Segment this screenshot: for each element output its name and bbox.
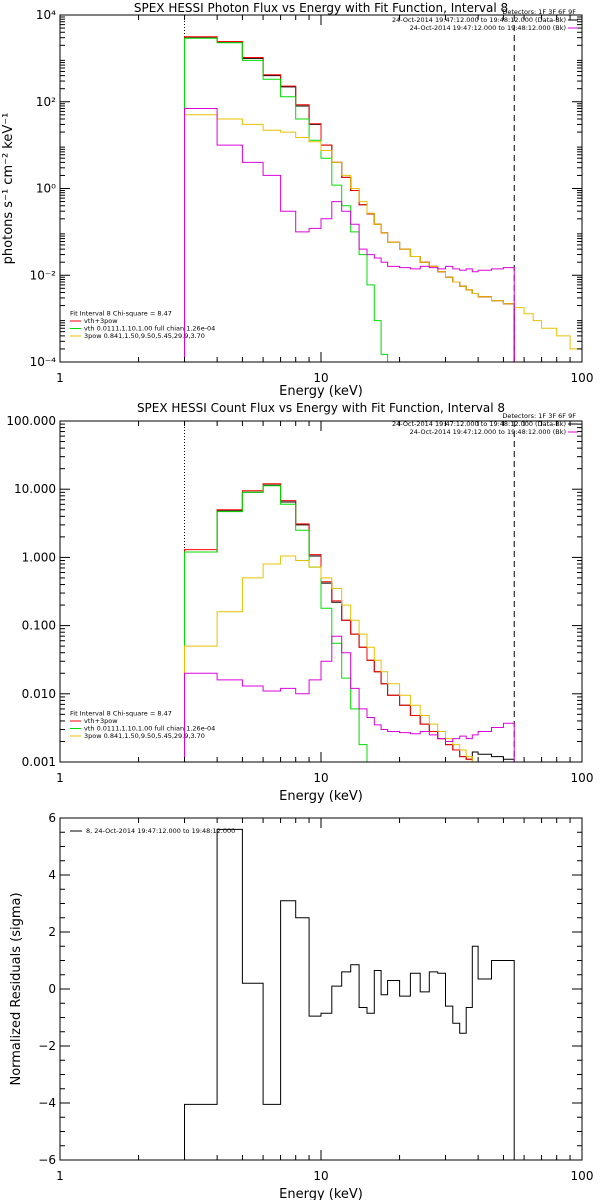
series-total bbox=[184, 484, 515, 762]
x-tick-label: 10 bbox=[313, 771, 328, 785]
y-tick-label: 10⁻² bbox=[30, 268, 57, 282]
y-tick-label: 100.000 bbox=[6, 414, 56, 428]
y-tick-label: 10⁴ bbox=[36, 8, 56, 22]
x-tick-label: 100 bbox=[571, 371, 594, 385]
y-tick-label: 10⁻⁴ bbox=[30, 355, 57, 369]
photon-flux-panel: SPEX HESSI Photon Flux vs Energy with Fi… bbox=[1, 1, 593, 399]
y-tick-label: 4 bbox=[48, 868, 56, 882]
legend-fit-entry: Fit Interval 8 Chi-square = 8.47 bbox=[70, 310, 172, 318]
legend-detectors-entry: Detectors: 1F 3F 6F 9F bbox=[502, 412, 576, 420]
series-sum_fit bbox=[184, 483, 473, 762]
x-tick-label: 1 bbox=[56, 371, 64, 385]
chart-title: SPEX HESSI Count Flux vs Energy with Fit… bbox=[137, 401, 505, 415]
legend-fit-entry: 3pow 0.841,1.50,9.50,5.45,29.9,3.70 bbox=[84, 732, 205, 740]
series-background bbox=[184, 635, 515, 762]
legend-fit-entry: Fit Interval 8 Chi-square = 8.47 bbox=[70, 710, 172, 718]
y-tick-label: 0.100 bbox=[22, 619, 56, 633]
x-tick-label: 1 bbox=[56, 1169, 64, 1183]
y-tick-label: 6 bbox=[48, 811, 56, 825]
y-tick-label: 10⁰ bbox=[36, 182, 56, 196]
axes-frame bbox=[59, 817, 583, 1161]
count-flux-panel: SPEX HESSI Count Flux vs Energy with Fit… bbox=[6, 401, 593, 804]
legend-fit-entry: vth+3pow bbox=[84, 317, 118, 325]
y-axis-label: photons s⁻¹ cm⁻² keV⁻¹ bbox=[1, 113, 16, 265]
legend-interval-entry: 8, 24-Oct-2014 19:47:12.000 to 19:48:12.… bbox=[86, 827, 235, 835]
x-tick-label: 100 bbox=[571, 771, 594, 785]
x-axis-label: Energy (keV) bbox=[279, 789, 363, 804]
legend-fit-entry: 3pow 0.841,1.50,9.50,5.45,29.9,3.70 bbox=[84, 332, 205, 340]
x-tick-label: 10 bbox=[313, 1169, 328, 1183]
y-tick-label: 0 bbox=[48, 982, 56, 996]
y-tick-label: 10² bbox=[36, 95, 56, 109]
y-tick-label: −4 bbox=[38, 1096, 56, 1110]
y-tick-label: 0.001 bbox=[22, 755, 56, 769]
series-total bbox=[184, 37, 515, 362]
legend-fit-entry: vth 0.0111,1.10,1.00 full chian 1.26e-04 bbox=[84, 325, 215, 333]
y-tick-label: −2 bbox=[38, 1039, 56, 1053]
x-tick-label: 10 bbox=[313, 371, 328, 385]
y-tick-label: 10.000 bbox=[14, 482, 56, 496]
series-background bbox=[184, 108, 515, 362]
x-axis-label: Energy (keV) bbox=[279, 1187, 363, 1200]
y-tick-label: −6 bbox=[38, 1153, 56, 1167]
series-thermal bbox=[184, 485, 368, 762]
series-residuals bbox=[184, 828, 515, 1160]
y-tick-label: 2 bbox=[48, 925, 56, 939]
series-powerlaw bbox=[184, 114, 582, 362]
legend-detectors-entry: 24-Oct-2014 19:47:12.000 to 19:48:12.000… bbox=[392, 420, 566, 428]
legend-detectors-entry: Detectors: 1F 3F 6F 9F bbox=[502, 8, 576, 16]
y-axis-label: Normalized Residuals (sigma) bbox=[9, 892, 24, 1085]
y-tick-label: 0.010 bbox=[22, 687, 56, 701]
chart-title: SPEX HESSI Photon Flux vs Energy with Fi… bbox=[134, 1, 508, 15]
legend-fit-entry: vth 0.0111,1.10,1.00 full chian 1.26e-04 bbox=[84, 725, 215, 733]
legend-detectors-entry: 24-Oct-2014 19:47:12.000 to 19:48:12.000… bbox=[410, 428, 566, 436]
x-axis-label: Energy (keV) bbox=[279, 384, 363, 399]
x-tick-label: 1 bbox=[56, 771, 64, 785]
y-tick-label: 1.000 bbox=[22, 550, 56, 564]
series-powerlaw bbox=[184, 555, 479, 762]
x-tick-label: 100 bbox=[571, 1169, 594, 1183]
series-thermal bbox=[184, 37, 389, 362]
legend-detectors-entry: 24-Oct-2014 19:47:12.000 to 19:48:12.000… bbox=[410, 24, 566, 32]
residuals-panel: 1 10 100 −6 −4 −2 0 2 4 6 Energy (keV) Normalized R… bbox=[9, 811, 593, 1200]
legend-detectors-entry: 24-Oct-2014 19:47:12.000 to 19:48:12.000… bbox=[392, 16, 566, 24]
legend-fit-entry: vth+3pow bbox=[84, 717, 118, 725]
